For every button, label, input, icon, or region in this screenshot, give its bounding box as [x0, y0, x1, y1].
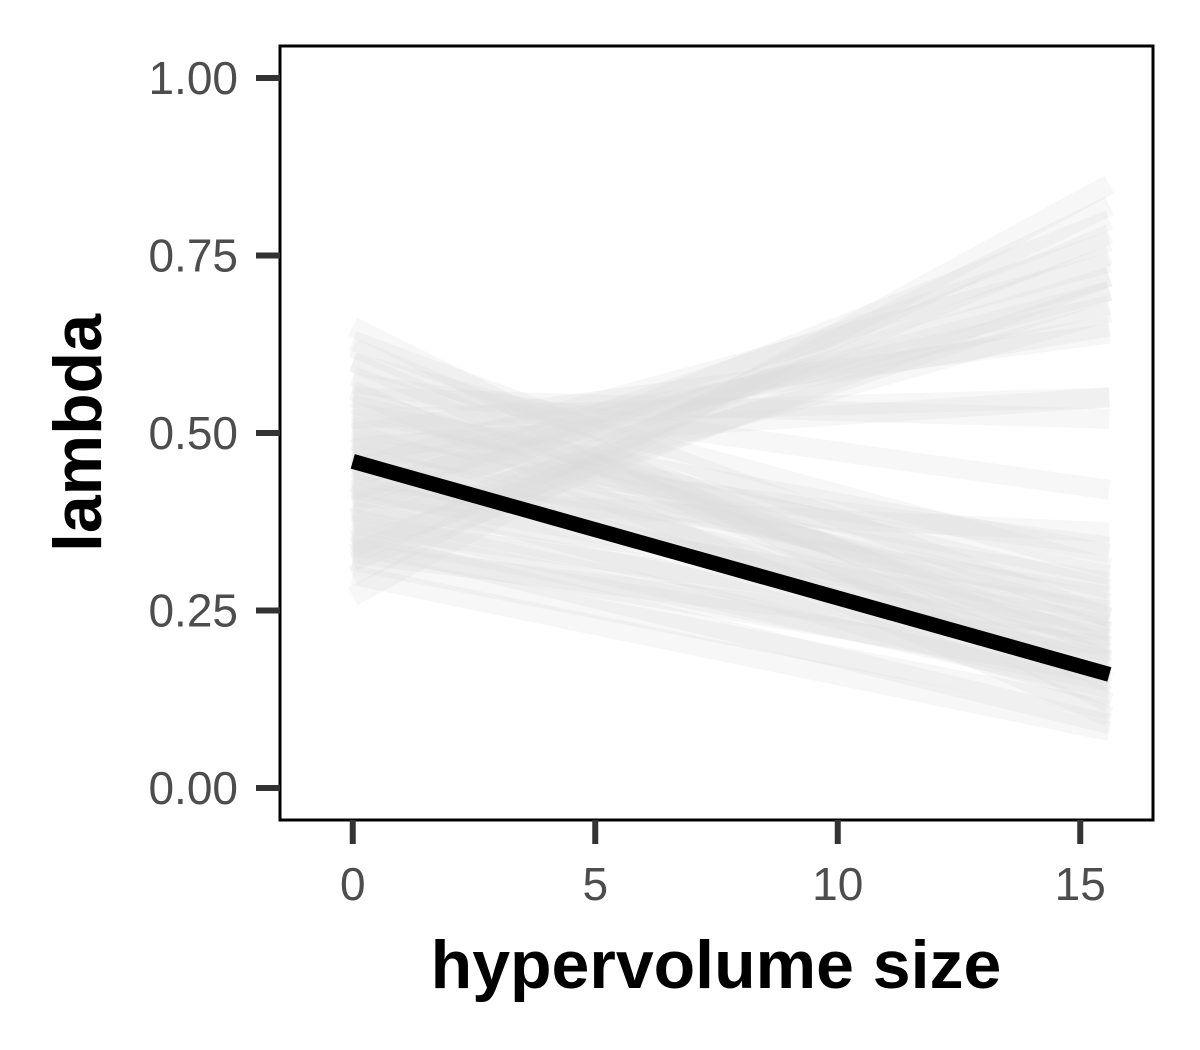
sample-line: [350, 444, 1112, 649]
sample-line: [351, 536, 1112, 685]
x-tick-label: 15: [1055, 858, 1106, 910]
sample-line: [349, 366, 1113, 656]
sample-line: [349, 210, 1114, 528]
sample-line: [352, 387, 1111, 458]
sample-line: [351, 515, 1111, 642]
sample-line: [350, 479, 1112, 635]
sample-line: [350, 508, 1112, 699]
sample-line: [350, 473, 1113, 706]
x-axis-title: hypervolume size: [431, 927, 1002, 1003]
y-tick-label: 0.00: [148, 762, 238, 814]
sample-line: [350, 551, 1112, 720]
sample-line: [350, 281, 1112, 500]
sample-line: [350, 394, 1112, 599]
y-tick-label: 0.75: [148, 229, 238, 281]
sample-line: [349, 267, 1113, 514]
sample-line: [349, 423, 1113, 677]
x-tick-label: 5: [582, 858, 608, 910]
sample-line: [348, 352, 1114, 691]
sample-line: [350, 252, 1112, 479]
sample-line: [348, 381, 1114, 727]
sample-line: [349, 267, 1113, 571]
sample-line: [351, 543, 1111, 656]
x-axis: 0 5 10 15: [340, 820, 1106, 910]
sample-line: [348, 338, 1114, 670]
y-tick-label: 1.00: [148, 52, 238, 104]
sample-line: [350, 529, 1112, 734]
x-tick-label: 0: [340, 858, 366, 910]
plot-background: [280, 46, 1153, 820]
sample-line: [350, 430, 1112, 614]
sample-line: [351, 323, 1111, 443]
sample-line: [348, 196, 1114, 585]
sample-line: [347, 175, 1115, 606]
sample-line: [351, 494, 1111, 621]
y-tick-label: 0.50: [148, 407, 238, 459]
sample-line: [349, 331, 1113, 628]
sample-line: [350, 352, 1112, 578]
x-tick-label: 10: [812, 858, 863, 910]
sample-line: [350, 522, 1112, 692]
y-axis-title: lambda: [40, 313, 116, 552]
sample-line: [350, 565, 1112, 742]
sample-line: [351, 437, 1111, 557]
sample-line: [349, 231, 1113, 507]
sample-line: [350, 295, 1112, 486]
sample-line: [351, 316, 1112, 465]
sample-line: [351, 373, 1111, 500]
sample-line: [350, 401, 1112, 564]
sample-line: [350, 416, 1112, 585]
y-axis: 0.00 0.25 0.50 0.75 1.00: [148, 52, 280, 814]
sample-line: [352, 387, 1110, 429]
sample-line: [349, 387, 1113, 642]
y-tick-label: 0.25: [148, 585, 238, 637]
sample-line: [350, 409, 1112, 628]
main-trend-line: [350, 454, 1112, 682]
sample-line: [352, 387, 1110, 429]
sample-line: [351, 451, 1111, 592]
